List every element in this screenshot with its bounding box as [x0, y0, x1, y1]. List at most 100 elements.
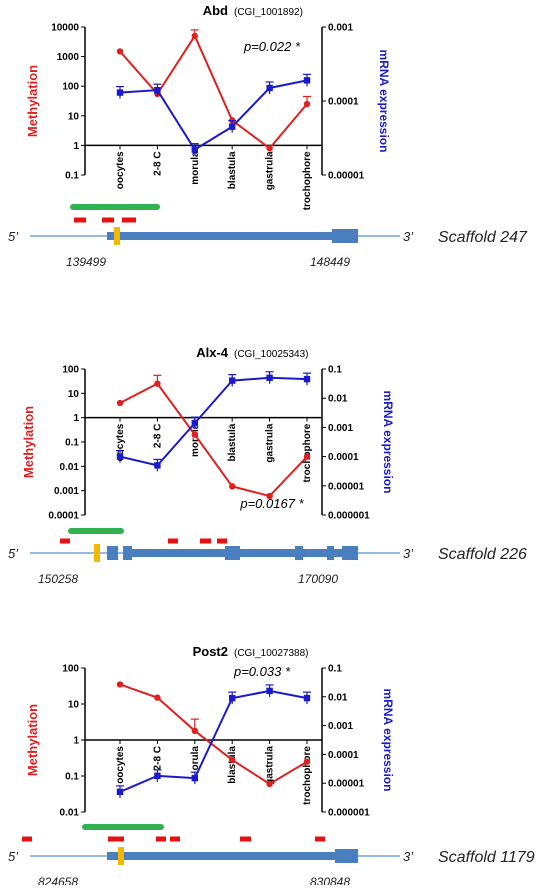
chart-panel-1: Abd (CGI_1001892) 0.1 1 10 100 1000 10000 0.0000…: [25, 3, 391, 210]
gene-body: [107, 232, 340, 240]
data-point-mrna-expression: [229, 694, 236, 702]
y-tick-label-left: 10000: [51, 23, 79, 34]
x-tick-label: morula: [190, 151, 201, 185]
methylation-site-marker: [217, 538, 227, 544]
y-tick-label-left: 0.1: [65, 772, 79, 783]
gene-body: [107, 852, 357, 860]
series-line-methylation: [119, 33, 308, 150]
data-point-mrna-expression: [154, 86, 161, 94]
exon: [332, 229, 358, 243]
y-tick-label-left: 0.0001: [48, 511, 79, 522]
chart-panel-3: Post2 (CGI_10027388) 0.01 0.1 1 10 100 0.000001…: [25, 644, 395, 819]
cpg-island-bar: [68, 528, 124, 534]
p-value-annotation: p=0.022 *: [243, 39, 301, 54]
methylation-site-marker: [60, 538, 70, 544]
y-tick-label-left: 0.01: [60, 462, 80, 473]
y-tick-label-right: 0.000001: [328, 808, 370, 819]
data-point-mrna-expression: [303, 77, 311, 84]
y-axis-label-right: mRNA expression: [381, 391, 395, 494]
data-point-methylation: [303, 758, 311, 765]
data-point-mrna-expression: [266, 687, 273, 695]
y-tick-label-left: 1: [73, 736, 79, 747]
x-tick-label: orula: [190, 746, 201, 771]
p-value-annotation: p=0.0167 *: [239, 496, 304, 511]
methylation-site-marker: [240, 836, 251, 842]
exon: [123, 546, 132, 560]
data-point-mrna-expression: [154, 462, 161, 469]
five-prime-label: 5’: [8, 546, 19, 561]
data-point-methylation: [229, 756, 236, 764]
three-prime-label: 3’: [403, 546, 414, 561]
y-tick-label-left: 0.1: [65, 171, 79, 182]
y-tick-label-right: 0.001: [328, 423, 353, 434]
data-point-methylation: [229, 483, 236, 490]
y-tick-label-right: 0.0001: [328, 452, 359, 463]
data-point-methylation: [266, 145, 273, 152]
cpg-island-bar: [82, 824, 164, 830]
methylation-site-marker: [22, 836, 32, 842]
y-tick-label-left: 0.01: [60, 808, 80, 819]
gene-model-3: 5’ 3’ 824658 830848 Scaffold 1179: [8, 824, 535, 889]
tss-marker: [118, 847, 124, 865]
y-tick-label-right: 0.1: [328, 664, 342, 675]
data-point-mrna-expression: [116, 788, 124, 796]
x-tick-label: 2-8 C: [152, 746, 163, 770]
data-point-mrna-expression: [191, 419, 198, 427]
y-tick-label-right: 0.000001: [328, 511, 370, 522]
y-tick-label-right: 0.01: [328, 394, 348, 405]
y-tick-label-left: 10: [68, 389, 80, 400]
methylation-site-marker: [122, 217, 136, 223]
chart-subtitle: (CGI_1001892): [234, 7, 303, 18]
x-tick-label: morula: [190, 423, 201, 457]
data-point-methylation: [191, 727, 198, 735]
exon: [327, 546, 334, 560]
cpg-island-bar: [70, 204, 160, 210]
three-prime-label: 3’: [403, 229, 414, 244]
methylation-site-marker: [168, 538, 178, 544]
y-tick-label-left: 10: [68, 700, 80, 711]
series-line-methylation: [119, 382, 308, 498]
data-point-mrna-expression: [303, 375, 311, 383]
y-tick-label-left: 1: [73, 413, 79, 424]
series-line-mrna-expression: [119, 376, 308, 467]
series-line-methylation: [119, 683, 308, 786]
x-tick-label: oocytes: [115, 423, 126, 461]
data-point-mrna-expression: [191, 146, 198, 153]
y-tick-label-right: 0.0001: [328, 750, 359, 761]
data-point-methylation: [191, 431, 198, 438]
data-point-mrna-expression: [229, 123, 236, 130]
y-axis-label-left: Methylation: [21, 406, 36, 478]
data-point-mrna-expression: [266, 84, 273, 92]
chart-title: Abd: [203, 3, 228, 18]
y-tick-label-left: 1000: [57, 52, 80, 63]
x-tick-label: trochophore: [302, 151, 313, 210]
x-tick-label: trochophore: [302, 423, 313, 482]
y-tick-label-right: 0.01: [328, 692, 348, 703]
five-prime-label: 5’: [8, 849, 19, 864]
y-tick-label-left: 100: [62, 664, 79, 675]
y-tick-label-left: 0.1: [65, 438, 79, 449]
x-tick-label: blastula: [227, 151, 238, 189]
data-point-methylation: [303, 100, 311, 108]
data-point-methylation: [154, 380, 161, 387]
three-prime-label: 3’: [403, 849, 414, 864]
x-tick-label: trochophore: [302, 746, 313, 805]
y-tick-label-right: 0.00001: [328, 779, 365, 790]
x-tick-label: 2-8 C: [152, 151, 163, 175]
y-tick-label-right: 0.1: [328, 365, 342, 376]
gene-model-1: 5’ 3’ 139499 148449 Scaffold 247: [8, 204, 528, 269]
y-tick-label-left: 10: [68, 111, 80, 122]
exon: [295, 546, 303, 560]
data-point-methylation: [116, 48, 124, 55]
gene-body: [132, 549, 356, 557]
y-axis-label-left: Methylation: [25, 704, 40, 776]
data-point-methylation: [303, 453, 311, 460]
y-axis-label-left: Methylation: [25, 65, 40, 137]
chart-subtitle: (CGI_10025343): [234, 349, 309, 360]
methylation-site-marker: [102, 217, 114, 223]
methylation-site-marker: [156, 836, 166, 842]
scaffold-end-coordinate: 170090: [298, 572, 338, 586]
series-line-mrna-expression: [119, 79, 308, 152]
y-tick-label-left: 100: [62, 365, 79, 376]
data-point-methylation: [154, 694, 161, 701]
